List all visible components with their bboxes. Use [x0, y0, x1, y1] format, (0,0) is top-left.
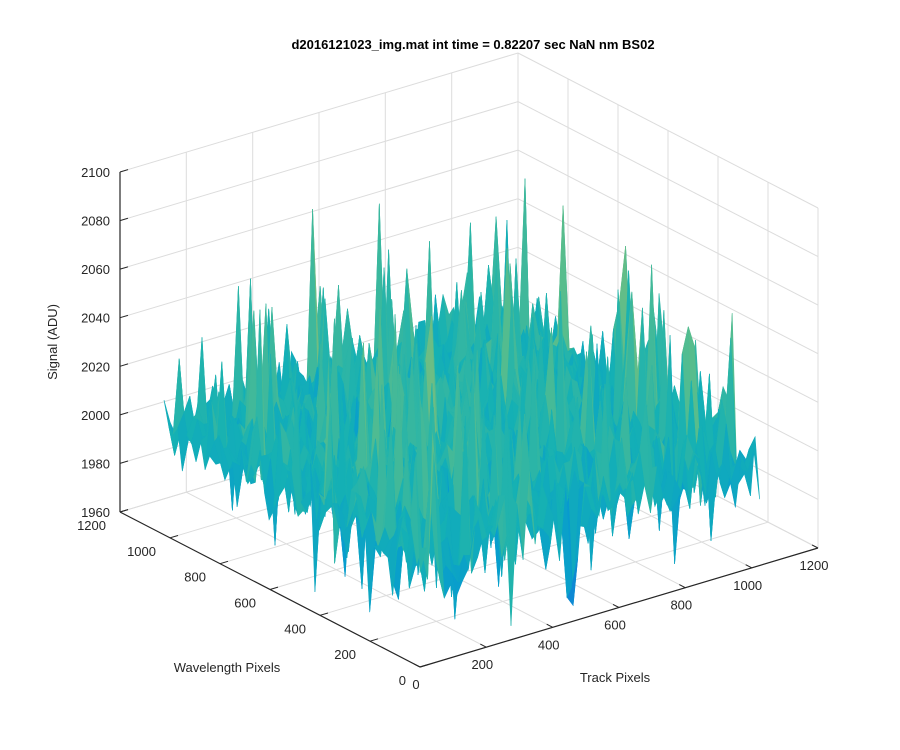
z-tick — [119, 217, 129, 222]
y-tick-label: 600 — [234, 596, 256, 611]
surface-cell — [415, 457, 427, 574]
z-tick-label: 2080 — [81, 214, 110, 229]
y-tick — [219, 560, 229, 565]
side-wall-grid-line — [517, 198, 819, 355]
y-tick-label: 1200 — [77, 518, 106, 533]
side-wall-grid-line — [517, 149, 819, 306]
x-tick — [546, 623, 553, 628]
side-wall-grid-line — [517, 246, 819, 403]
y-tick — [419, 664, 429, 668]
x-tick — [612, 603, 620, 608]
z-tick-label: 2040 — [81, 311, 110, 326]
y-tick-label: 400 — [284, 621, 306, 636]
x-tick-label: 400 — [538, 637, 560, 652]
side-wall-grid-line — [517, 101, 819, 258]
x-tick-label: 600 — [604, 618, 626, 633]
surface-plot — [163, 178, 760, 626]
y-tick — [269, 586, 279, 590]
z-tick — [119, 363, 129, 367]
y-tick — [169, 535, 179, 539]
side-wall-grid-line — [517, 52, 819, 209]
z-tick — [119, 266, 129, 270]
axes-lines — [119, 169, 819, 668]
z-tick — [119, 509, 129, 513]
back-wall-grid-line — [119, 101, 519, 222]
z-tick-label: 2100 — [81, 165, 110, 180]
y-tick-label: 800 — [184, 570, 206, 585]
z-tick-label: 1980 — [81, 456, 110, 471]
back-wall-grid-line — [119, 149, 519, 270]
z-tick — [119, 460, 129, 464]
x-tick — [679, 584, 686, 589]
x-tick — [811, 544, 819, 549]
y-tick — [319, 612, 329, 616]
z-tick-label: 2000 — [81, 408, 110, 423]
z-axis-label: Signal (ADU) — [45, 304, 60, 380]
z-tick-label: 1960 — [81, 505, 110, 520]
x-tick-label: 0 — [412, 677, 419, 692]
tick-labels: 0 200 400 600 800 1000 1200 0 200 400 600 800 1000 12… — [77, 165, 828, 692]
y-tick-label: 0 — [399, 673, 406, 688]
x-tick-label: 1200 — [800, 558, 829, 573]
z-tick-label: 2020 — [81, 359, 110, 374]
back-wall-grid-line — [119, 52, 519, 173]
x-tick-label: 200 — [471, 657, 493, 672]
z-tick — [119, 412, 129, 416]
x-tick-label: 1000 — [733, 578, 762, 593]
z-tick — [119, 169, 129, 173]
y-tick-label: 200 — [334, 647, 356, 662]
floor-grid-line — [319, 495, 719, 616]
x-tick — [413, 663, 421, 668]
y-tick-label: 1000 — [127, 544, 156, 559]
x-tick-label: 800 — [670, 598, 692, 613]
x-axis-label: Track Pixels — [580, 670, 651, 685]
x-tick — [745, 564, 752, 569]
back-wall-grid-line — [119, 198, 519, 319]
y-axis-label: Wavelength Pixels — [174, 660, 281, 675]
z-tick-label: 2060 — [81, 262, 110, 277]
chart-title: d2016121023_img.mat int time = 0.82207 s… — [291, 37, 654, 52]
z-tick — [119, 314, 129, 319]
x-tick — [480, 643, 487, 648]
y-tick — [369, 638, 379, 642]
